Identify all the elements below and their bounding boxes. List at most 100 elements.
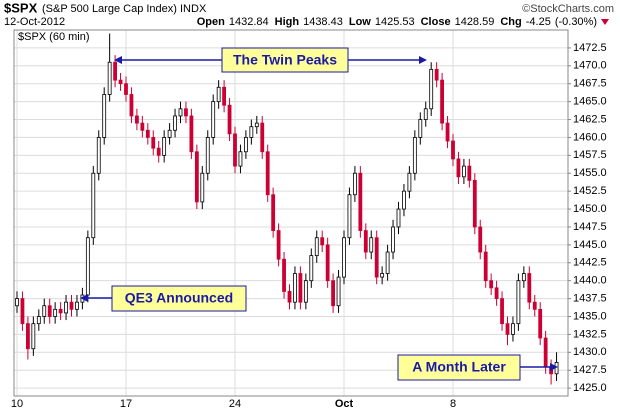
candle-body [96, 137, 101, 174]
candle-body [129, 94, 134, 117]
annotation-twin-peaks: The Twin Peaks [114, 47, 427, 73]
date: 12-Oct-2012 [4, 16, 65, 28]
annotation-text: A Month Later [412, 359, 506, 375]
y-tick-label: 1455.0 [573, 167, 607, 179]
candle-body [184, 108, 188, 117]
candle-body [124, 83, 128, 95]
candle-body [489, 280, 494, 289]
candle-body [396, 208, 401, 228]
quote-label: Close [421, 16, 451, 28]
candle-body [238, 151, 243, 167]
quote-label: Chg [500, 16, 521, 28]
candle-body [500, 298, 504, 325]
candle-body [412, 137, 417, 174]
candle-body [309, 255, 314, 282]
y-tick-label: 1447.5 [573, 221, 607, 233]
candle-body [249, 126, 254, 138]
candle-body [521, 273, 526, 282]
candle-body [113, 61, 117, 81]
candle-body [516, 280, 521, 325]
x-tick-label: 24 [229, 398, 241, 410]
quote-change-pct: (-0.30%) [555, 16, 597, 28]
y-tick-label: 1430.0 [573, 346, 607, 358]
y-tick-label: 1427.5 [573, 364, 607, 376]
candle-body [271, 194, 276, 231]
x-tick-label: 17 [120, 398, 132, 410]
candle-body [189, 115, 194, 153]
y-tick-label: 1437.5 [573, 292, 607, 304]
y-tick-label: 1425.0 [573, 382, 607, 394]
candle-body [276, 230, 281, 260]
candle-body [260, 122, 265, 153]
y-tick-label: 1435.0 [573, 310, 607, 322]
y-tick-label: 1472.5 [573, 42, 607, 54]
candle-body [173, 115, 177, 131]
candle-body [85, 237, 90, 296]
y-tick-label: 1460.0 [573, 131, 607, 143]
candle-body [478, 226, 483, 253]
candle-body [429, 68, 434, 110]
quote: Open 1432.84 High 1438.43 Low 1425.53 Close 142… [197, 16, 597, 28]
candle-body [385, 251, 390, 274]
candle-body [36, 316, 41, 325]
candle-body [423, 108, 428, 120]
candle-body [483, 251, 488, 282]
y-tick-label: 1432.5 [573, 328, 607, 340]
candle-body [369, 237, 374, 253]
candle-body [445, 122, 450, 142]
candle-body [461, 165, 466, 178]
y-tick-label: 1445.0 [573, 239, 607, 251]
arrow-head [419, 56, 427, 64]
plot-frame [13, 29, 569, 397]
annotation-qe3: QE3 Announced [80, 285, 247, 312]
arrow-head [80, 294, 88, 302]
candle-body [347, 194, 352, 239]
quote-value: 1438.43 [303, 16, 343, 28]
candle-body [505, 323, 510, 335]
candle-body [527, 273, 532, 303]
candle-body [134, 115, 139, 124]
candle-body [265, 151, 270, 196]
candle-body [211, 101, 216, 138]
x-tick-label: 8 [450, 398, 456, 410]
y-tick-label: 1442.5 [573, 257, 607, 269]
candle-body [167, 129, 172, 138]
candle-body [42, 305, 47, 317]
candle-body [407, 172, 412, 192]
candle-body [511, 323, 515, 335]
candle-body [107, 61, 112, 95]
candle-body [293, 273, 297, 303]
candle-body [532, 301, 537, 310]
candle-body [320, 237, 325, 246]
annotation-text: QE3 Announced [125, 290, 233, 306]
candle-body [391, 226, 395, 253]
quote-value: 1432.84 [229, 16, 269, 28]
candle-body [380, 273, 385, 278]
candle-body [69, 301, 74, 310]
quote-value: -4.25 [526, 16, 551, 28]
quote-value: 1425.53 [375, 16, 415, 28]
x-tick-label: Oct [335, 398, 354, 410]
annotation-text: The Twin Peaks [233, 52, 337, 68]
candle-body [325, 244, 330, 282]
annotation-month-later: A Month Later [397, 354, 558, 381]
candle-body [358, 172, 363, 231]
candle-body [194, 151, 199, 203]
candle-body [233, 133, 237, 167]
candle-body [156, 147, 161, 156]
candle-body [331, 280, 336, 307]
candle-body [15, 298, 19, 307]
candle-body [336, 276, 341, 307]
candle-body [456, 158, 461, 178]
candle-body [145, 129, 150, 138]
annotation-box [397, 354, 521, 381]
chart-label: $SPX (60 min) [18, 31, 90, 43]
candle-body [352, 172, 357, 196]
y-tick-label: 1457.5 [573, 149, 607, 161]
candle-body [25, 323, 30, 350]
annotation-box [221, 47, 349, 73]
candle-body [75, 301, 79, 310]
candle-body [140, 122, 145, 131]
candle-body [227, 104, 232, 135]
annotation-box [111, 285, 247, 312]
